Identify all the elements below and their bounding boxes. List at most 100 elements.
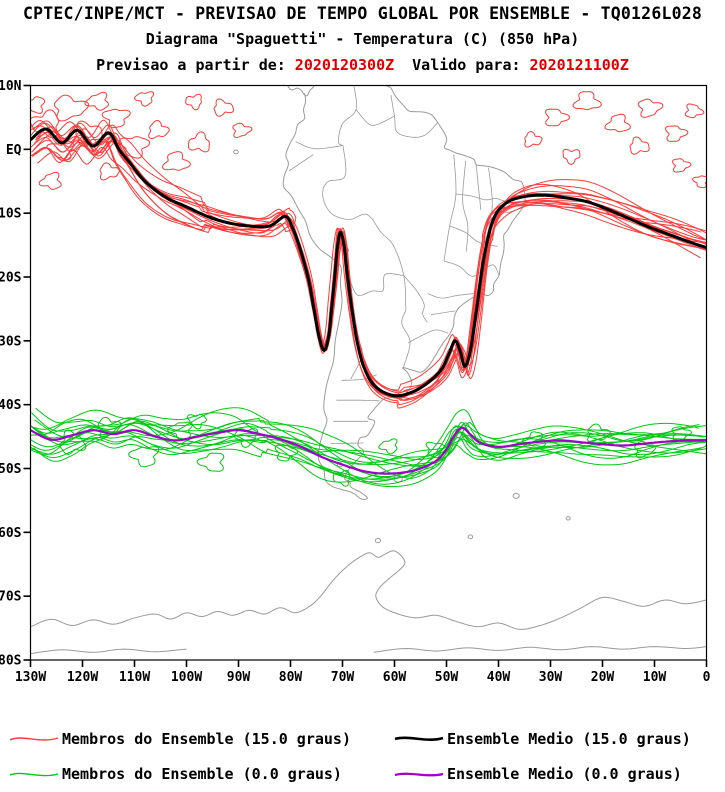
internal-border bbox=[288, 154, 314, 172]
y-tick-label: 40S bbox=[0, 398, 22, 413]
legend: Membros do Ensemble (15.0 graus) Ensembl… bbox=[0, 727, 725, 792]
x-tick-label: 70W bbox=[331, 670, 355, 685]
x-tick-label: 0 bbox=[703, 670, 711, 685]
internal-border bbox=[330, 442, 364, 444]
ensemble-closed-contour bbox=[692, 175, 707, 189]
ensemble-closed-contour bbox=[187, 413, 207, 430]
y-tick-label: 10S bbox=[0, 207, 22, 222]
ensemble-member bbox=[30, 136, 707, 406]
island bbox=[233, 149, 239, 155]
x-tick-label: 80W bbox=[279, 670, 303, 685]
ensemble-closed-contour bbox=[629, 136, 650, 155]
legend-row-1: Membros do Ensemble (15.0 graus) Ensembl… bbox=[0, 727, 725, 751]
internal-border bbox=[401, 310, 411, 368]
ensemble-closed-contour bbox=[522, 431, 546, 447]
ensemble-closed-contour bbox=[572, 91, 602, 111]
internal-border bbox=[427, 293, 474, 299]
antarctica-coastline bbox=[30, 550, 707, 630]
internal-border bbox=[443, 154, 457, 262]
x-tick-label: 20W bbox=[591, 670, 615, 685]
x-tick-label: 120W bbox=[67, 670, 98, 685]
island bbox=[565, 516, 571, 521]
y-tick-label: 30S bbox=[0, 334, 22, 349]
ensemble-member bbox=[30, 141, 705, 397]
island bbox=[374, 538, 381, 544]
internal-border bbox=[484, 167, 493, 244]
ensemble-members-0C bbox=[30, 407, 707, 488]
ensemble-mean-0C bbox=[30, 426, 707, 475]
ensemble-closed-contour bbox=[185, 93, 202, 111]
y-tick-label: 70S bbox=[0, 590, 22, 605]
legend-line-mean-0C bbox=[394, 772, 444, 777]
ensemble-closed-contour bbox=[188, 131, 210, 153]
internal-border bbox=[462, 160, 469, 252]
ensemble-closed-contour bbox=[587, 423, 611, 443]
x-tick-label: 90W bbox=[227, 670, 251, 685]
valid-label: Valido para: bbox=[412, 56, 521, 74]
legend-label-mean-0C: Ensemble Medio (0.0 graus) bbox=[447, 765, 682, 783]
ensemble-closed-contour bbox=[671, 426, 693, 441]
ensemble-member bbox=[33, 420, 707, 479]
ensemble-closed-contour bbox=[161, 151, 191, 171]
ensemble-closed-contour bbox=[233, 428, 259, 448]
forecast-dates-line: Previsao a partir de: 2020120300Z Valido p… bbox=[0, 56, 725, 74]
caribbean-coastline bbox=[287, 85, 315, 97]
ensemble-closed-contour bbox=[637, 98, 664, 118]
ensemble-closed-contour bbox=[196, 452, 225, 472]
internal-border bbox=[345, 261, 404, 297]
forecast-init-label: Previsao a partir de: bbox=[96, 56, 286, 74]
internal-border bbox=[295, 141, 344, 150]
legend-label-members-15C: Membros do Ensemble (15.0 graus) bbox=[62, 730, 351, 748]
ensemble-closed-contour bbox=[46, 139, 75, 161]
ensemble-closed-contour bbox=[378, 438, 398, 455]
legend-label-mean-15C: Ensemble Medio (15.0 graus) bbox=[447, 730, 691, 748]
ensemble-member bbox=[32, 120, 707, 399]
island bbox=[467, 534, 474, 540]
internal-border bbox=[336, 399, 380, 402]
ensemble-member bbox=[37, 130, 707, 392]
ensemble-member bbox=[33, 418, 707, 465]
ensemble-closed-contour bbox=[148, 119, 170, 140]
ensemble-closed-contour bbox=[332, 469, 351, 487]
ensemble-closed-contour bbox=[684, 103, 705, 119]
ensemble-member bbox=[31, 146, 707, 391]
x-tick-label: 110W bbox=[119, 670, 150, 685]
x-tick-label: 130W bbox=[15, 670, 46, 685]
ensemble-member bbox=[31, 417, 707, 479]
x-tick-label: 100W bbox=[171, 670, 202, 685]
ensemble-member bbox=[30, 412, 700, 488]
basemap bbox=[30, 85, 707, 655]
internal-border bbox=[355, 109, 395, 126]
ensemble-closed-contour bbox=[672, 158, 692, 173]
ensemble-closed-contour bbox=[425, 441, 449, 459]
ice-shelf-edge bbox=[373, 646, 707, 653]
x-tick-label: 60W bbox=[383, 670, 407, 685]
ensemble-member bbox=[30, 422, 704, 483]
page-title: CPTEC/INPE/MCT - PREVISAO DE TEMPO GLOBA… bbox=[23, 4, 702, 23]
y-tick-label: 80S bbox=[0, 654, 22, 669]
internal-border bbox=[390, 95, 438, 138]
y-tick-label: EQ bbox=[6, 143, 22, 158]
internal-border bbox=[443, 260, 500, 277]
ensemble-members-15C bbox=[30, 91, 707, 409]
ensemble-closed-contour bbox=[38, 171, 62, 190]
forecast-date: 2020120300Z bbox=[294, 56, 395, 74]
x-tick-label: 10W bbox=[643, 670, 667, 685]
ensemble-closed-contour bbox=[99, 162, 121, 181]
x-tick-label: 40W bbox=[487, 670, 511, 685]
y-tick-label: 10N bbox=[0, 79, 22, 94]
y-tick-label: 60S bbox=[0, 526, 22, 541]
ensemble-mean-15C bbox=[30, 127, 707, 398]
x-tick-label: 30W bbox=[539, 670, 563, 685]
ensemble-closed-contour bbox=[118, 136, 151, 159]
plot-area bbox=[30, 85, 707, 655]
ensemble-member bbox=[30, 425, 705, 466]
legend-line-members-15C bbox=[9, 737, 59, 741]
internal-border bbox=[475, 164, 482, 211]
ensemble-closed-contour bbox=[128, 446, 160, 468]
valid-date: 2020121100Z bbox=[529, 56, 629, 74]
ensemble-closed-contour bbox=[133, 91, 155, 107]
ensemble-closed-contour bbox=[524, 130, 543, 148]
